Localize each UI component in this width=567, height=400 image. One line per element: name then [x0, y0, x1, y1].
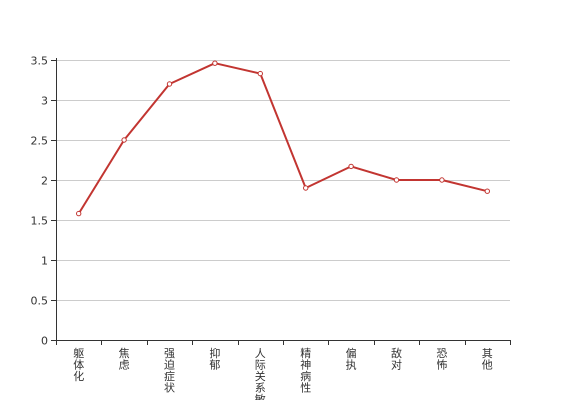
x-tick-label: 偏执 [346, 346, 357, 372]
data-point [348, 163, 354, 170]
y-tick-label: 2 [41, 175, 48, 188]
data-point [76, 210, 82, 217]
series-line [77, 62, 488, 215]
data-point [484, 188, 490, 194]
x-tick-label: 人际关系敏感 [255, 347, 266, 400]
axis-labels: 0 0.5 1 1.5 2 2.5 3 3.5 躯体化 焦虑 强迫症状 抑郁 人际关系敏感 精神病性 偏执 敌… [31, 55, 493, 400]
x-tick-label: 强迫症状 [164, 347, 175, 395]
x-tick-label: 精神病性 [300, 347, 311, 395]
axes [51, 58, 511, 345]
y-tick-label: 0 [41, 335, 48, 348]
x-tick-label: 焦虑 [119, 347, 130, 372]
data-point [212, 60, 218, 66]
data-point [303, 185, 309, 191]
series [76, 60, 490, 217]
y-tick-label: 3 [41, 95, 48, 108]
data-point [393, 177, 400, 183]
x-tick-label: 恐怖 [436, 347, 447, 372]
x-tick-label: 其他 [482, 347, 493, 372]
y-tick-label: 3.5 [31, 55, 49, 68]
grid-lines [56, 60, 510, 301]
y-tick-label: 0.5 [31, 295, 49, 308]
x-tick-label: 躯体化 [73, 347, 84, 383]
y-tick-label: 1 [41, 255, 48, 268]
y-tick-label: 2.5 [31, 135, 49, 148]
data-point [439, 177, 445, 183]
x-tick-label: 敌对 [391, 346, 402, 372]
y-tick-label: 1.5 [31, 215, 49, 228]
data-point [257, 70, 263, 77]
x-tick-label: 抑郁 [209, 346, 220, 372]
data-point [166, 81, 173, 87]
data-point [121, 137, 127, 143]
